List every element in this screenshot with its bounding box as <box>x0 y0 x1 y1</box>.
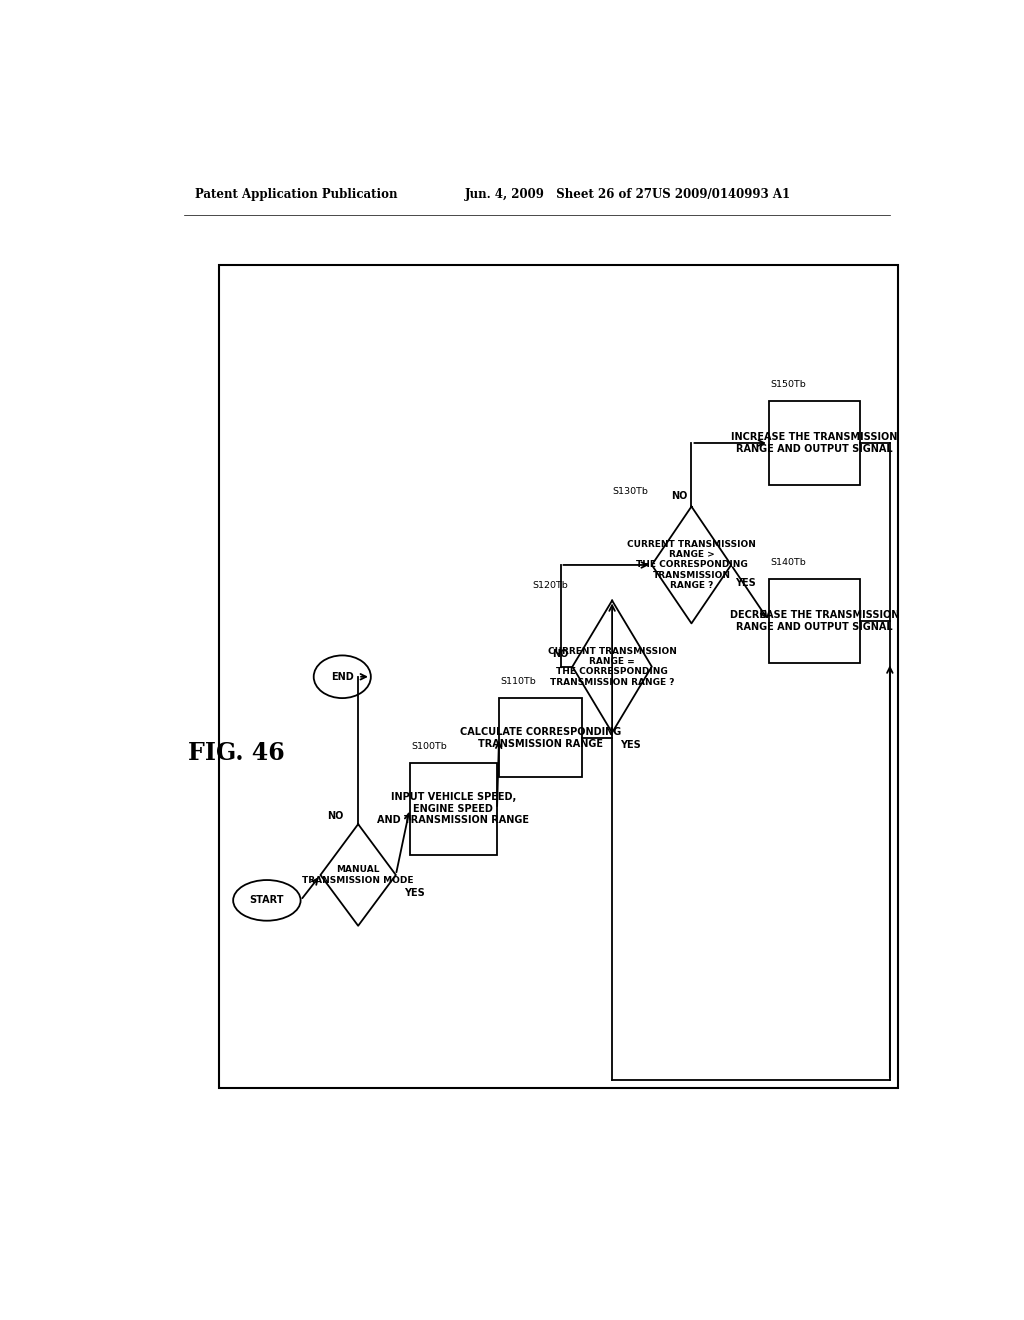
Text: YES: YES <box>403 888 425 898</box>
Text: Patent Application Publication: Patent Application Publication <box>196 189 398 202</box>
Text: MANUAL
TRANSMISSION MODE: MANUAL TRANSMISSION MODE <box>302 866 414 884</box>
Text: S120Tb: S120Tb <box>532 581 568 590</box>
Text: Jun. 4, 2009   Sheet 26 of 27: Jun. 4, 2009 Sheet 26 of 27 <box>465 189 653 202</box>
Text: US 2009/0140993 A1: US 2009/0140993 A1 <box>652 189 790 202</box>
Text: NO: NO <box>328 810 344 821</box>
Text: INCREASE THE TRANSMISSION
RANGE AND OUTPUT SIGNAL: INCREASE THE TRANSMISSION RANGE AND OUTP… <box>731 432 898 454</box>
Text: CURRENT TRANSMISSION
RANGE >
THE CORRESPONDING
TRANSMISSION
RANGE ?: CURRENT TRANSMISSION RANGE > THE CORRESP… <box>627 540 756 590</box>
Text: NO: NO <box>671 491 687 502</box>
FancyBboxPatch shape <box>769 579 860 663</box>
FancyBboxPatch shape <box>499 698 583 777</box>
Text: END: END <box>331 672 353 681</box>
Text: INPUT VEHICLE SPEED,
ENGINE SPEED
AND TRANSMISSION RANGE: INPUT VEHICLE SPEED, ENGINE SPEED AND TR… <box>378 792 529 825</box>
Text: S110Tb: S110Tb <box>501 677 537 686</box>
Polygon shape <box>651 507 731 623</box>
Text: S100Tb: S100Tb <box>412 742 447 751</box>
FancyBboxPatch shape <box>410 763 497 854</box>
Text: NO: NO <box>552 649 568 660</box>
Text: S130Tb: S130Tb <box>612 487 648 496</box>
Text: CURRENT TRANSMISSION
RANGE =
THE CORRESPONDING
TRANSMISSION RANGE ?: CURRENT TRANSMISSION RANGE = THE CORRESP… <box>548 647 677 686</box>
Text: DECREASE THE TRANSMISSION
RANGE AND OUTPUT SIGNAL: DECREASE THE TRANSMISSION RANGE AND OUTP… <box>730 610 899 632</box>
Text: S150Tb: S150Tb <box>770 380 806 389</box>
Polygon shape <box>321 824 396 925</box>
Text: YES: YES <box>735 578 756 589</box>
Text: YES: YES <box>620 741 641 750</box>
Text: S140Tb: S140Tb <box>770 558 806 568</box>
FancyBboxPatch shape <box>769 401 860 484</box>
Text: CALCULATE CORRESPONDING
TRANSMISSION RANGE: CALCULATE CORRESPONDING TRANSMISSION RAN… <box>460 727 622 748</box>
Polygon shape <box>572 601 652 733</box>
Text: START: START <box>250 895 284 906</box>
Text: FIG. 46: FIG. 46 <box>187 741 285 766</box>
